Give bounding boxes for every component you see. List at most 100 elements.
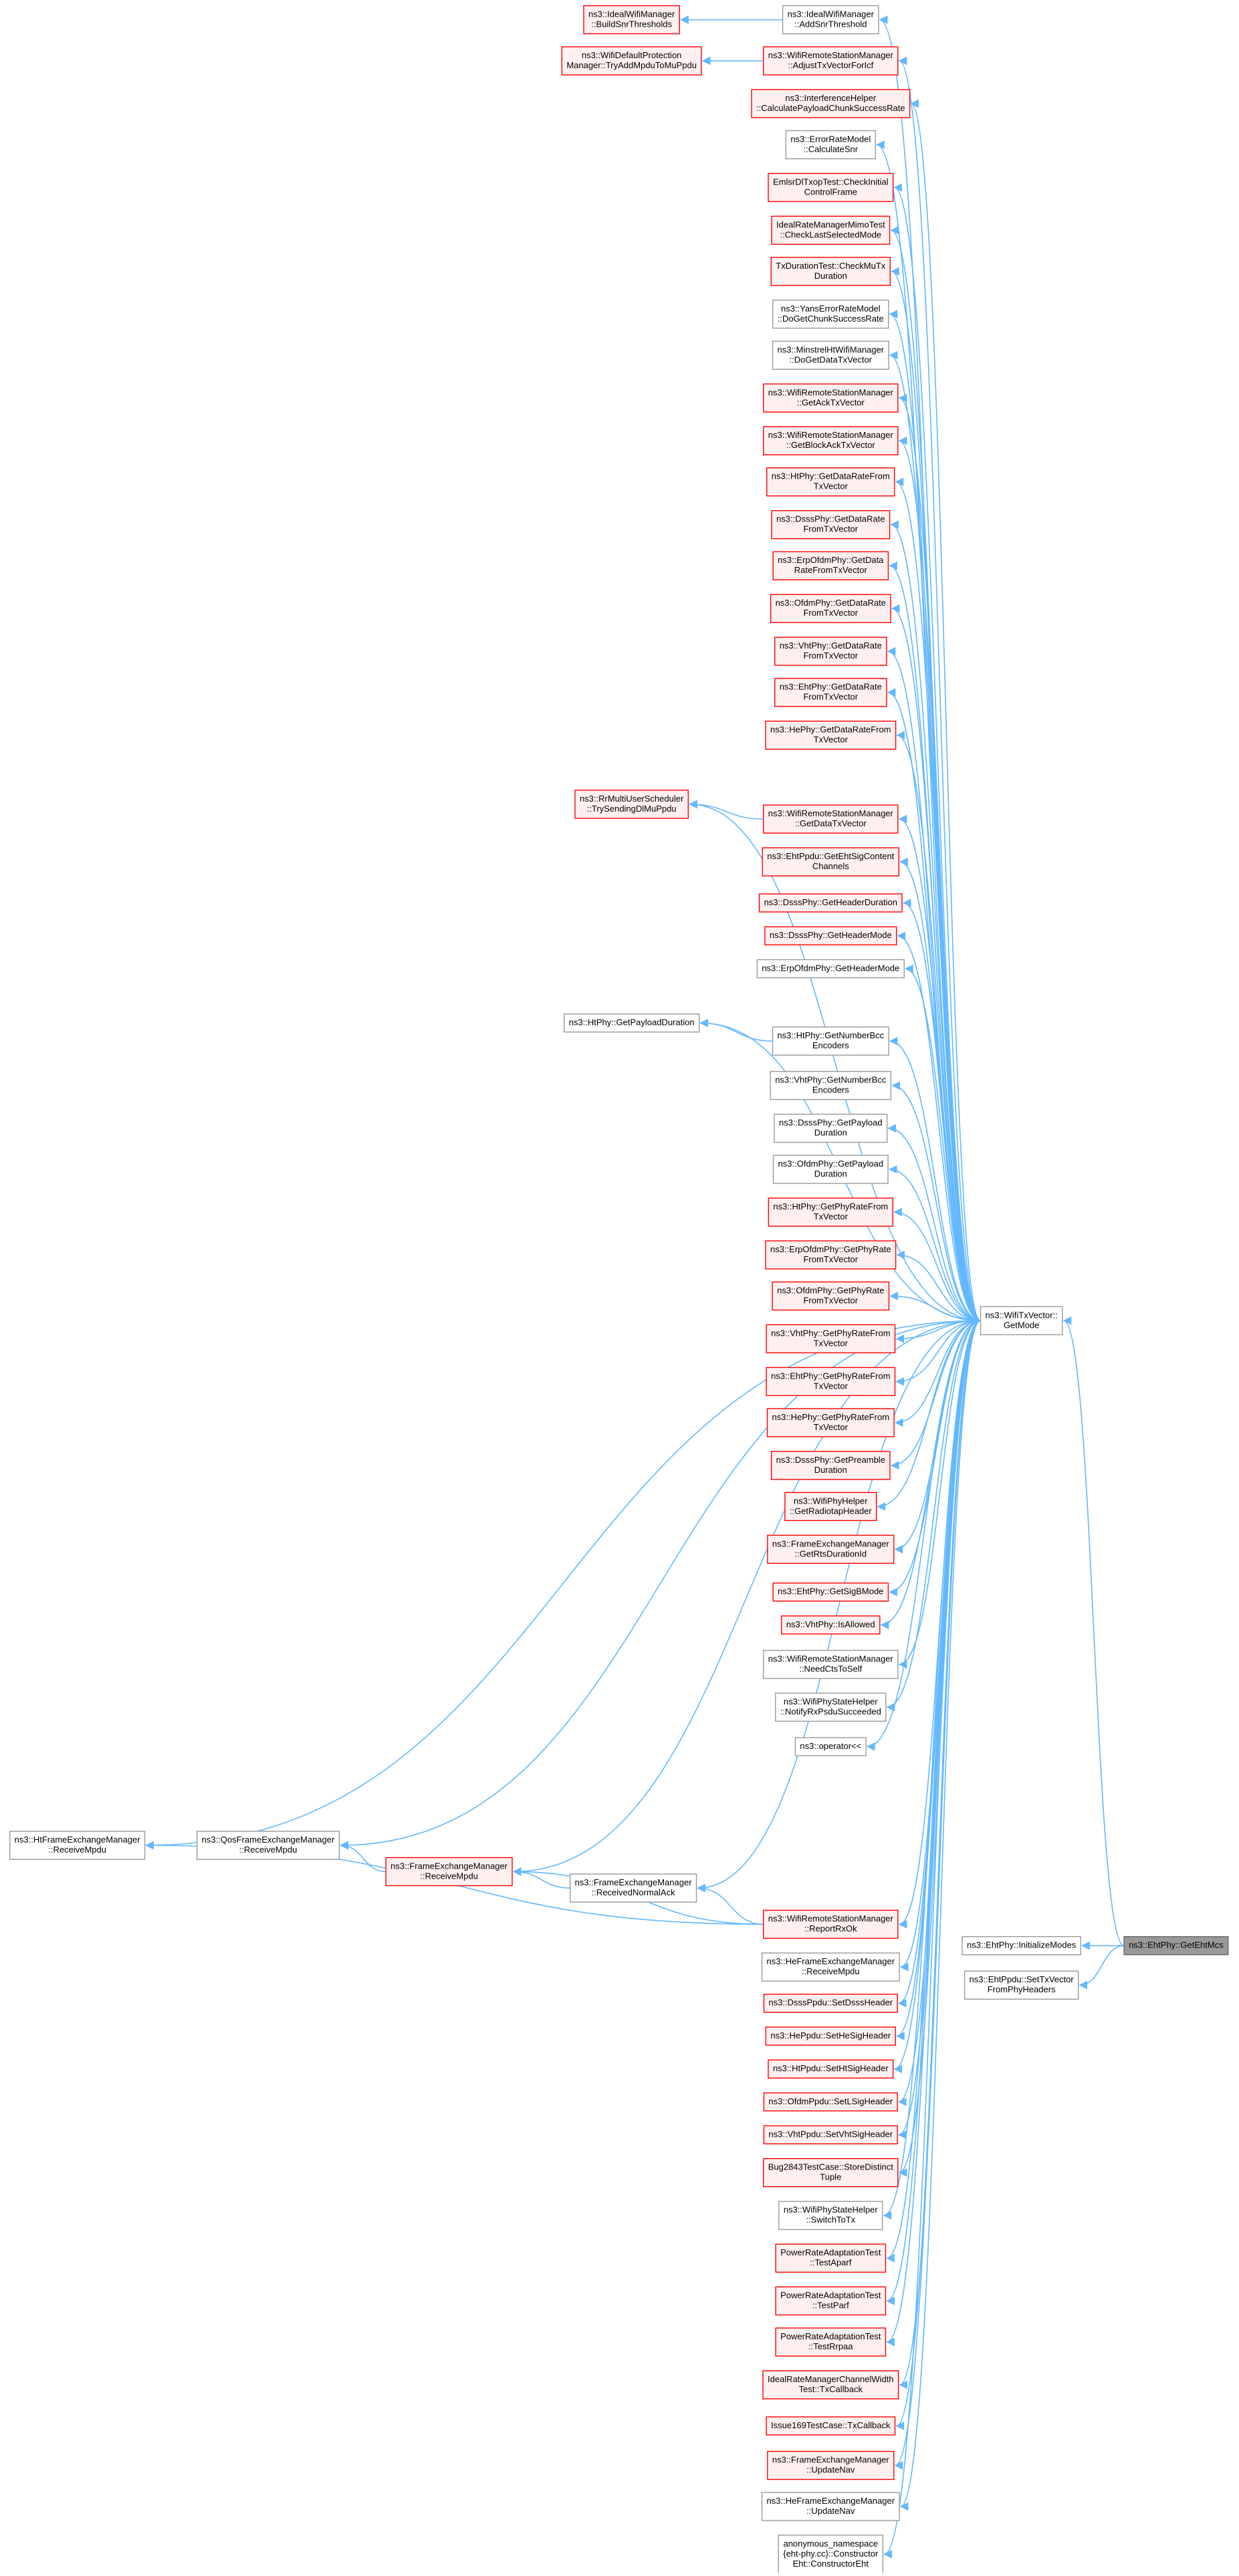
node-label: ns3::DsssPpdu::SetDsssHeader <box>768 1998 893 2008</box>
node-label: ns3::EhtPhy::InitializeModes <box>967 1940 1077 1950</box>
node: ns3::HtPpdu::SetHtSigHeader <box>768 2059 894 2079</box>
node: ns3::WifiRemoteStationManager::NeedCtsTo… <box>763 1649 899 1679</box>
node-label: ns3::YansErrorRateModel <box>781 304 881 314</box>
node-box <box>766 1324 896 1354</box>
node: ns3::WifiRemoteStationManager::AdjustTxV… <box>763 46 899 76</box>
edge <box>1079 1945 1125 1990</box>
node-box <box>765 720 897 750</box>
node-label: ns3::HeFrameExchangeManager <box>767 2496 895 2506</box>
node-box <box>561 46 702 76</box>
node-box <box>782 5 879 35</box>
node-label: TxVector <box>814 481 849 491</box>
node-box <box>775 2243 887 2273</box>
node-label: ::ReceiveMpdu <box>239 1845 298 1855</box>
node-label: ns3::InterferenceHelper <box>785 93 877 103</box>
node-label: ns3::FrameExchangeManager <box>575 1877 693 1887</box>
node-label: ::CalculateSnr <box>803 144 858 154</box>
node-label: TxVector <box>814 1338 849 1348</box>
edge <box>889 1036 981 1322</box>
edge <box>689 800 764 820</box>
node-box <box>563 1013 700 1033</box>
node-box <box>756 959 905 979</box>
node-label: ns3::ErpOfdmPhy::GetData <box>778 555 884 565</box>
node-label: ns3::ErrorRateModel <box>790 134 871 144</box>
node: ns3::VhtPpdu::SetVhtSigHeader <box>763 2125 898 2145</box>
node: ns3::DsssPhy::GetHeaderMode <box>764 926 897 945</box>
edge <box>898 56 981 1322</box>
node-label: ns3::HeFrameExchangeManager <box>767 1956 895 1966</box>
node-box <box>766 2416 896 2436</box>
edge <box>512 1320 981 1876</box>
node-label: ns3::EhtPhy::GetDataRate <box>780 682 882 692</box>
edge <box>896 1250 981 1322</box>
node-label: ns3::EhtPhy::GetPhyRateFrom <box>771 1371 890 1381</box>
node-label: ns3::HtFrameExchangeManager <box>15 1835 141 1845</box>
node-label: ns3::VhtPhy::GetPhyRateFrom <box>771 1328 890 1338</box>
edge <box>890 520 981 1322</box>
node-label: ::DoGetDataTxVector <box>790 354 873 364</box>
node-box <box>569 1873 697 1903</box>
node-box <box>574 790 689 819</box>
edge <box>895 1320 981 1386</box>
node-label: ns3::WifiRemoteStationManager <box>768 430 894 440</box>
node-label: ::GetDataTxVector <box>795 818 867 828</box>
node-label: ns3::HtPhy::GetDataRateFrom <box>772 471 890 481</box>
node-box <box>778 2535 884 2574</box>
node-label: ns3::OfdmPhy::GetDataRate <box>776 598 886 608</box>
edge <box>883 1320 981 2220</box>
edge <box>910 99 982 1322</box>
edge <box>886 1320 981 1712</box>
node-label: IdealRateManagerChannelWidth <box>768 2374 894 2384</box>
node-label: TxVector <box>814 1211 849 1221</box>
edge <box>145 1320 981 1850</box>
node-label: ::SwitchToTx <box>806 2215 855 2225</box>
node-box <box>772 1155 889 1184</box>
node-label: ::ReceiveMpdu <box>420 1871 478 1881</box>
node-label: ns3::VhtPhy::GetNumberBcc <box>775 1075 887 1085</box>
node-label: Issue169TestCase::TxCallback <box>771 2420 891 2430</box>
edge <box>876 140 981 1322</box>
node: ns3::MinstrelHtWifiManager::DoGetDataTxV… <box>772 340 889 370</box>
node: ns3::IdealWifiManager::BuildSnrThreshold… <box>583 5 681 35</box>
node-box <box>772 340 889 370</box>
node-box <box>775 2286 887 2316</box>
node-label: FromTxVector <box>803 651 858 661</box>
node-box <box>762 2370 899 2399</box>
node-label: Bug2843TestCase::StoreDistinct <box>768 2162 894 2172</box>
node-label: PowerRateAdaptationTest <box>780 2290 881 2300</box>
node-label: ns3::EhtPhy::GetSigBMode <box>778 1587 883 1597</box>
node-label: TxVector <box>814 1422 849 1432</box>
edge <box>512 1867 570 1889</box>
node-box <box>768 1197 893 1227</box>
node-label: PowerRateAdaptationTest <box>780 2331 881 2341</box>
node-box <box>763 2092 898 2112</box>
node-box <box>772 1583 889 1602</box>
edge <box>898 1320 981 1669</box>
node-box <box>768 172 894 203</box>
node: ns3::FrameExchangeManager::GetRtsDuratio… <box>767 1534 895 1564</box>
edge <box>887 1124 981 1322</box>
node-box <box>964 1970 1079 2000</box>
node-box <box>758 893 903 913</box>
node-label: ns3::FrameExchangeManager <box>390 1861 508 1871</box>
node-label: TxVector <box>814 1381 849 1391</box>
edge <box>891 1081 981 1322</box>
nodes: ns3::IdealWifiManager::BuildSnrThreshold… <box>9 5 1229 2574</box>
node-box <box>768 2059 894 2079</box>
edge <box>877 1320 981 1511</box>
node-label: ns3::WifiPhyStateHelper <box>784 1696 879 1706</box>
node-box <box>774 636 887 666</box>
edge <box>899 1320 981 2511</box>
node-label: Tuple <box>820 2172 841 2182</box>
node-label: Eht::ConstructorEht <box>793 2559 869 2569</box>
node: ns3::ErrorRateModel::CalculateSnr <box>785 130 876 160</box>
node-label: ns3::IdealWifiManager <box>788 9 875 19</box>
node: ns3::YansErrorRateModel::DoGetChunkSucce… <box>772 300 889 329</box>
node-label: FromTxVector <box>803 1295 858 1305</box>
